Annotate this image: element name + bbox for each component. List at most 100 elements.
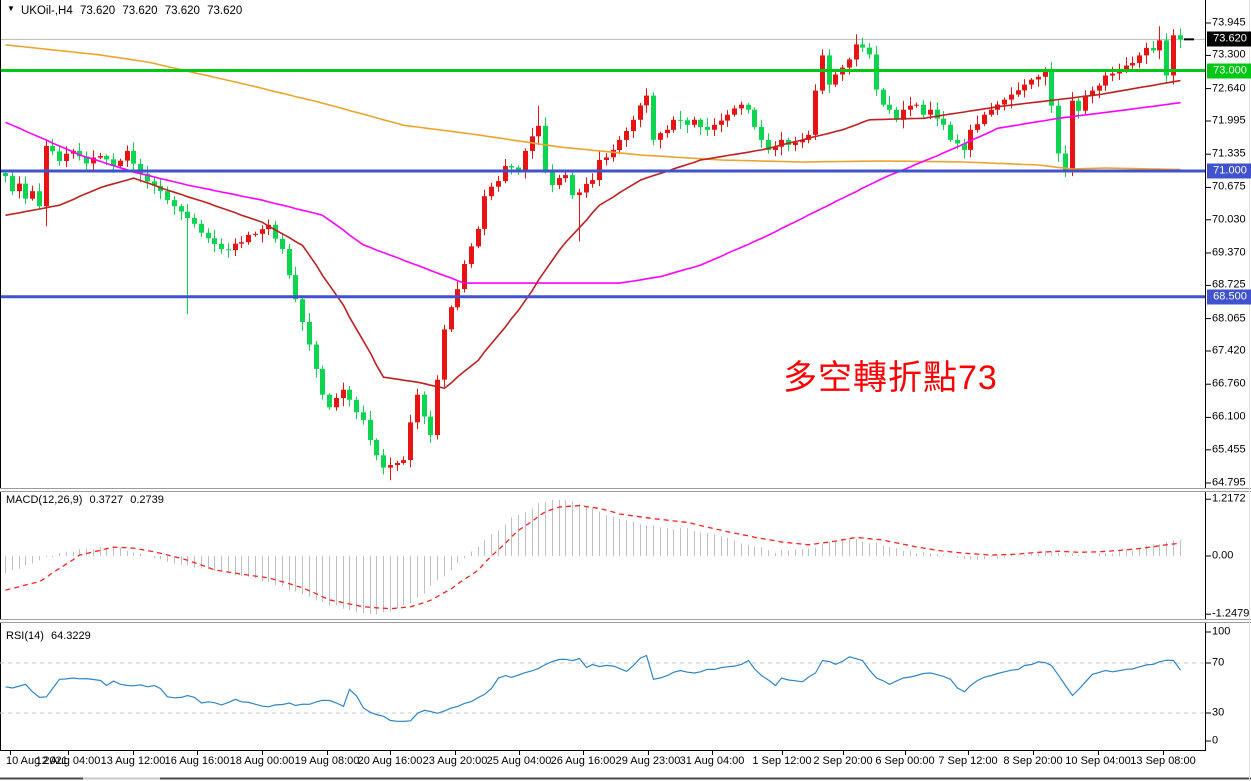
candle-body bbox=[671, 119, 676, 130]
y-axis-tick-label: 68.065 bbox=[1212, 312, 1246, 325]
candle-body bbox=[692, 119, 697, 125]
candle-body bbox=[152, 181, 157, 186]
rsi-line bbox=[5, 654, 1181, 723]
candle-body bbox=[1009, 94, 1014, 100]
candle-body bbox=[44, 145, 49, 207]
candle-body bbox=[428, 416, 433, 435]
candle-body bbox=[172, 200, 177, 207]
candle-body bbox=[287, 249, 292, 276]
candle-body bbox=[523, 150, 528, 171]
candle-body bbox=[901, 109, 906, 120]
macd-scale-label: 1.2172 bbox=[1212, 492, 1246, 505]
x-axis-tick-label: 23 Aug 20:00 bbox=[422, 755, 488, 767]
x-axis-tick-label: 7 Sep 12:00 bbox=[938, 755, 998, 767]
chart-text-annotation[interactable]: 多空轉折點73 bbox=[783, 359, 998, 397]
candle-body bbox=[1124, 65, 1129, 71]
candle-body bbox=[57, 151, 62, 161]
candle-body bbox=[557, 178, 562, 186]
candle-body bbox=[921, 104, 926, 115]
candle-body bbox=[948, 124, 953, 140]
candle-body bbox=[881, 89, 886, 105]
chart-collapse-icon[interactable]: ▼ bbox=[7, 4, 15, 13]
candle-body bbox=[111, 159, 116, 166]
last-price-badge: 73.620 bbox=[1207, 31, 1251, 47]
candle-body bbox=[280, 238, 285, 249]
y-axis-tick-label: 73.945 bbox=[1212, 16, 1246, 29]
candle-body bbox=[1070, 100, 1075, 173]
candle-body bbox=[928, 109, 933, 115]
candle-body bbox=[381, 455, 386, 468]
candle-body bbox=[246, 234, 251, 243]
x-axis-tick-label: 13 Sep 08:00 bbox=[1130, 755, 1196, 767]
candle-body bbox=[233, 243, 238, 250]
candle-body bbox=[705, 126, 710, 130]
candle-body bbox=[590, 180, 595, 184]
y-axis-tick-label: 71.335 bbox=[1212, 147, 1246, 160]
candle-body bbox=[1130, 63, 1135, 66]
candle-body bbox=[550, 171, 555, 186]
x-axis-tick-label: 26 Aug 16:00 bbox=[550, 755, 616, 767]
candle-body bbox=[273, 224, 278, 239]
candle-body bbox=[1049, 69, 1054, 106]
candle-body bbox=[1036, 76, 1041, 80]
candle-body bbox=[260, 229, 265, 234]
macd-signal-value: 0.2739 bbox=[130, 494, 164, 506]
candle-body bbox=[212, 238, 217, 244]
candle-body bbox=[253, 233, 258, 235]
candle-body bbox=[739, 104, 744, 109]
candle-body bbox=[982, 114, 987, 125]
candle-body bbox=[611, 149, 616, 158]
candle-body bbox=[1144, 47, 1149, 56]
candle-body bbox=[435, 379, 440, 435]
candle-body bbox=[793, 142, 798, 145]
y-axis-tick-label: 65.455 bbox=[1212, 443, 1246, 456]
x-axis-tick-label: 31 Aug 04:00 bbox=[679, 755, 745, 767]
candle-body bbox=[91, 157, 96, 164]
y-axis-tick-label: 70.675 bbox=[1212, 180, 1246, 193]
candle-body bbox=[685, 120, 690, 125]
candle-body bbox=[813, 90, 818, 135]
candle-body bbox=[503, 166, 508, 182]
candlesticks bbox=[3, 26, 1183, 481]
rsi-scale-label: 30 bbox=[1212, 706, 1225, 719]
rsi-scale-label: 70 bbox=[1212, 656, 1225, 669]
quote-open: 73.620 bbox=[79, 5, 116, 17]
x-axis-tick-label: 10 Sep 04:00 bbox=[1065, 755, 1131, 767]
candle-body bbox=[118, 160, 123, 167]
candle-body bbox=[914, 104, 919, 106]
candle-body bbox=[577, 192, 582, 196]
candle-body bbox=[570, 175, 575, 196]
ma-fast-crimson bbox=[5, 79, 1181, 390]
candle-body bbox=[665, 129, 670, 134]
candle-body bbox=[422, 394, 427, 417]
candle-body bbox=[347, 389, 352, 400]
candle-body bbox=[1171, 35, 1176, 76]
candle-body bbox=[354, 399, 359, 413]
rsi-value: 64.3229 bbox=[50, 630, 91, 642]
candle-body bbox=[935, 109, 940, 119]
candle-body bbox=[138, 163, 143, 174]
candle-body bbox=[17, 183, 22, 192]
candle-body bbox=[941, 118, 946, 125]
y-axis-tick-label: 69.370 bbox=[1212, 246, 1246, 259]
x-axis-tick-label: 20 Aug 16:00 bbox=[357, 755, 423, 767]
ma-slow-orange bbox=[5, 44, 1181, 171]
candle-body bbox=[1043, 69, 1048, 77]
candle-body bbox=[1103, 75, 1108, 86]
candle-body bbox=[442, 329, 447, 380]
candle-body bbox=[1178, 35, 1183, 40]
candle-body bbox=[334, 398, 339, 408]
candle-body bbox=[77, 150, 82, 157]
candle-body bbox=[1110, 73, 1115, 76]
macd-histogram bbox=[5, 499, 1181, 615]
candle-body bbox=[644, 95, 649, 106]
rsi-indicator-label: RSI(14) 64.3229 bbox=[6, 630, 95, 643]
candle-body bbox=[1164, 40, 1169, 76]
candle-body bbox=[719, 120, 724, 125]
candle-body bbox=[185, 211, 190, 218]
candle-body bbox=[658, 133, 663, 140]
quote-low: 73.620 bbox=[164, 5, 200, 17]
candle-body bbox=[617, 139, 622, 150]
candle-body bbox=[1029, 79, 1034, 85]
